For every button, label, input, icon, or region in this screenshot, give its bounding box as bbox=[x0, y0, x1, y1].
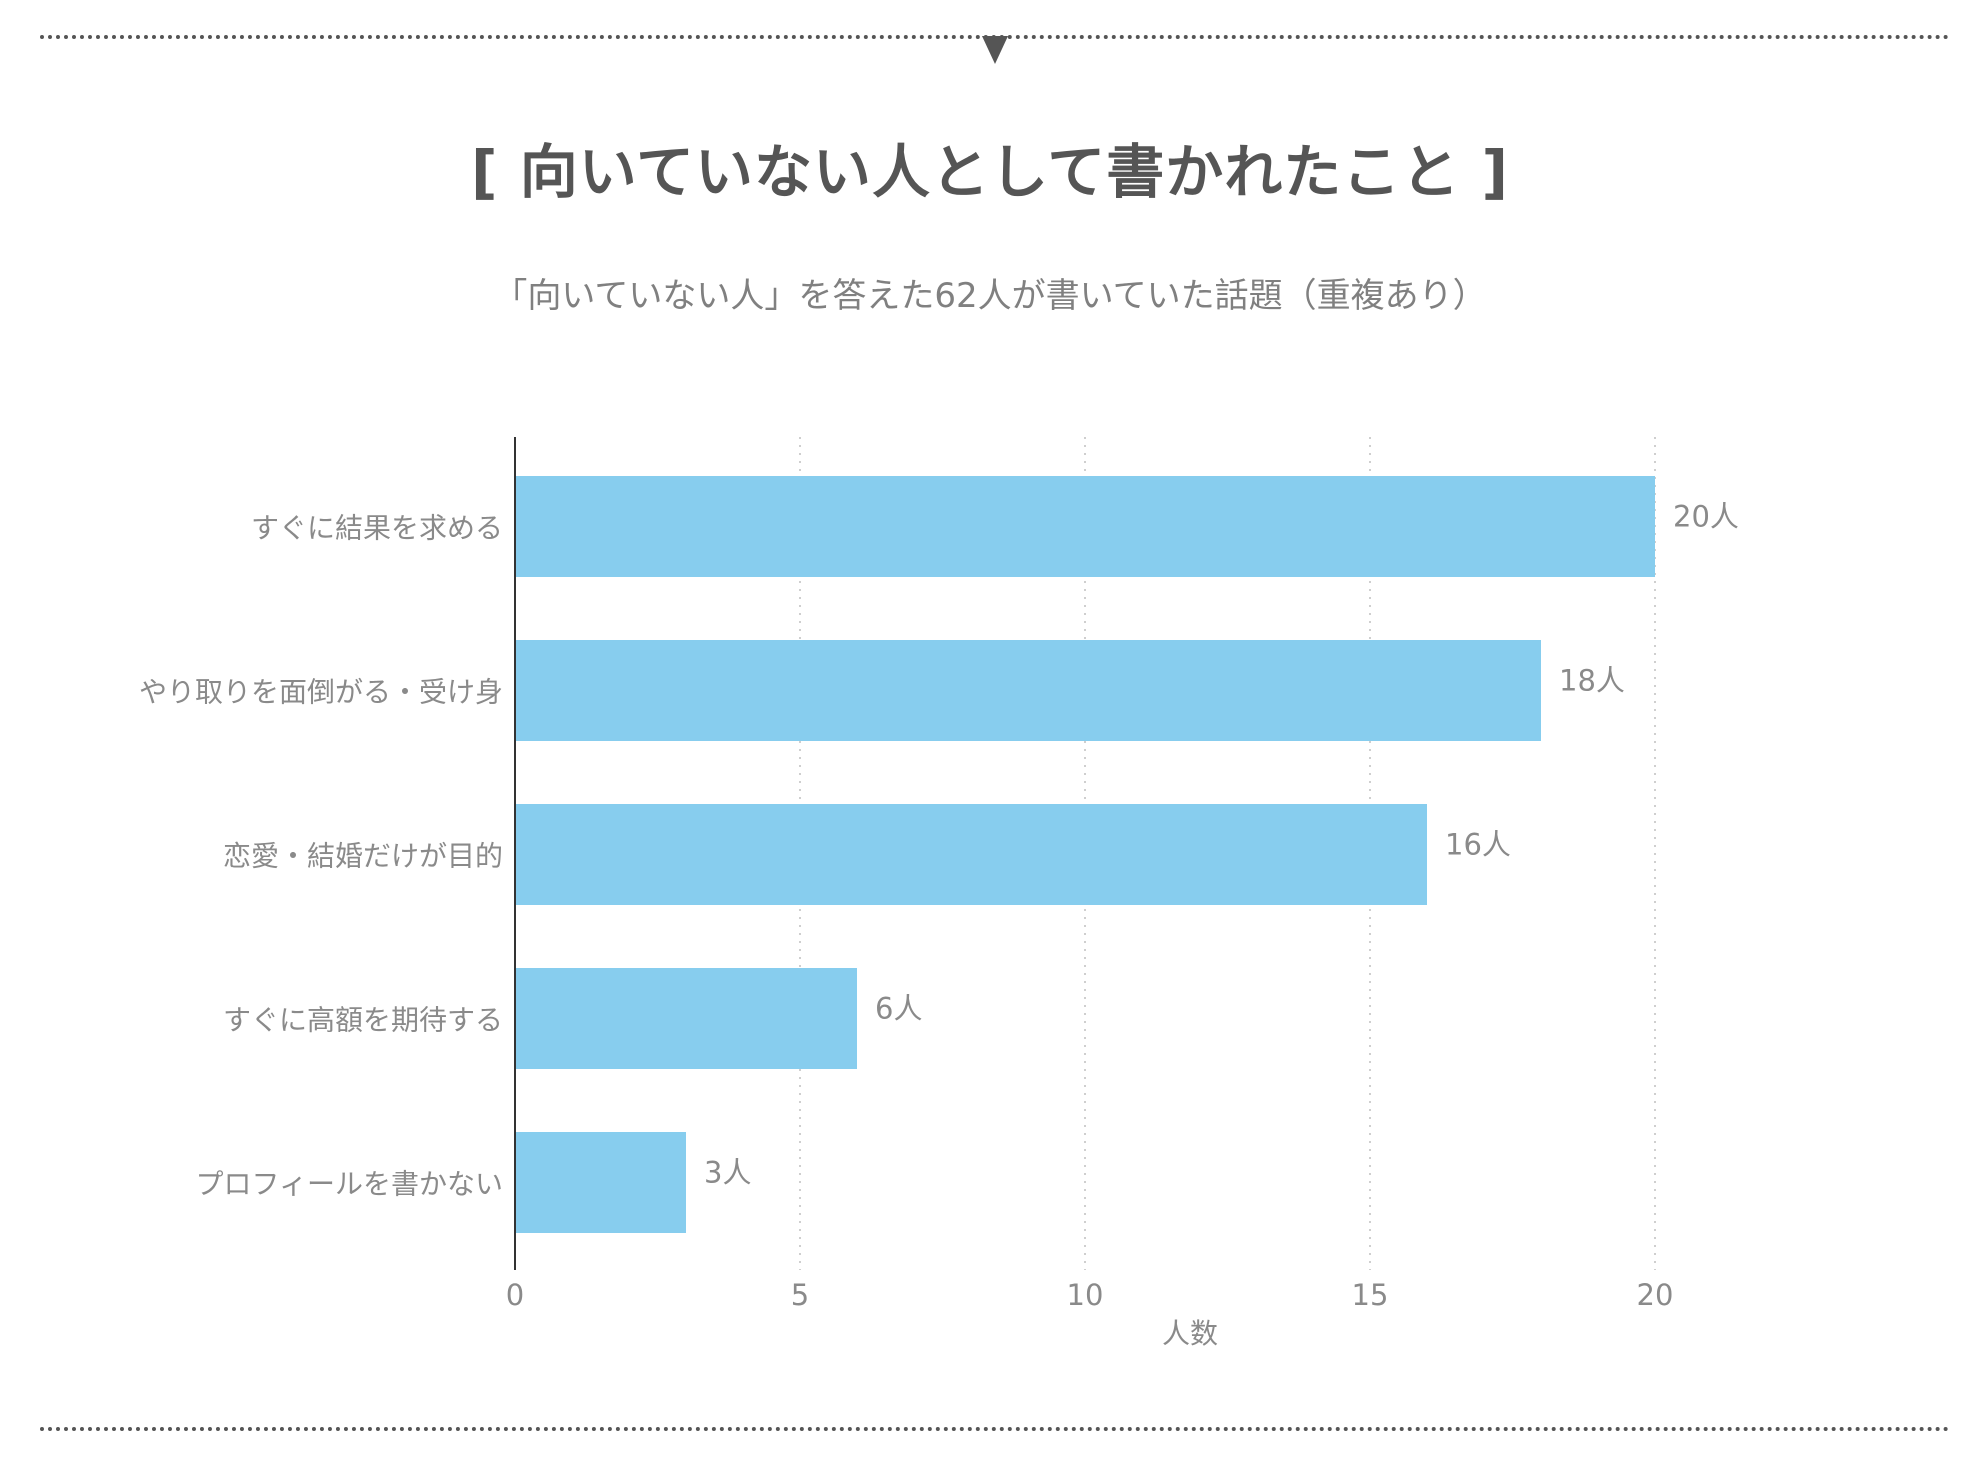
x-tick-label: 15 bbox=[1352, 1278, 1389, 1312]
x-tick-label: 5 bbox=[791, 1278, 809, 1312]
bar bbox=[515, 804, 1427, 905]
bar bbox=[515, 476, 1655, 577]
chart-subtitle: 「向いていない人」を答えた62人が書いていた話題（重複あり） bbox=[493, 276, 1487, 316]
value-label: 16人 bbox=[1445, 828, 1511, 862]
x-tick-label: 0 bbox=[506, 1278, 524, 1312]
chart-title: [ 向いていない人として書かれたこと ] bbox=[471, 138, 1509, 206]
value-label: 20人 bbox=[1673, 500, 1739, 534]
x-axis-label: 人数 bbox=[1162, 1317, 1218, 1350]
value-label: 18人 bbox=[1559, 664, 1625, 698]
x-tick-label: 20 bbox=[1637, 1278, 1674, 1312]
bar bbox=[515, 1132, 686, 1233]
category-label: すぐに結果を求める bbox=[251, 512, 503, 545]
value-label: 3人 bbox=[704, 1156, 751, 1190]
triangle-marker-icon bbox=[982, 36, 1008, 64]
category-label: やり取りを面倒がる・受け身 bbox=[139, 676, 503, 709]
x-tick-label: 10 bbox=[1067, 1278, 1104, 1312]
bar bbox=[515, 640, 1541, 741]
category-label: 恋愛・結婚だけが目的 bbox=[223, 840, 503, 873]
bar bbox=[515, 968, 857, 1069]
category-label: すぐに高額を期待する bbox=[223, 1004, 503, 1037]
bottom-dotted-divider bbox=[40, 1427, 1950, 1431]
category-label: プロフィールを書かない bbox=[196, 1168, 503, 1201]
value-label: 6人 bbox=[875, 992, 922, 1026]
